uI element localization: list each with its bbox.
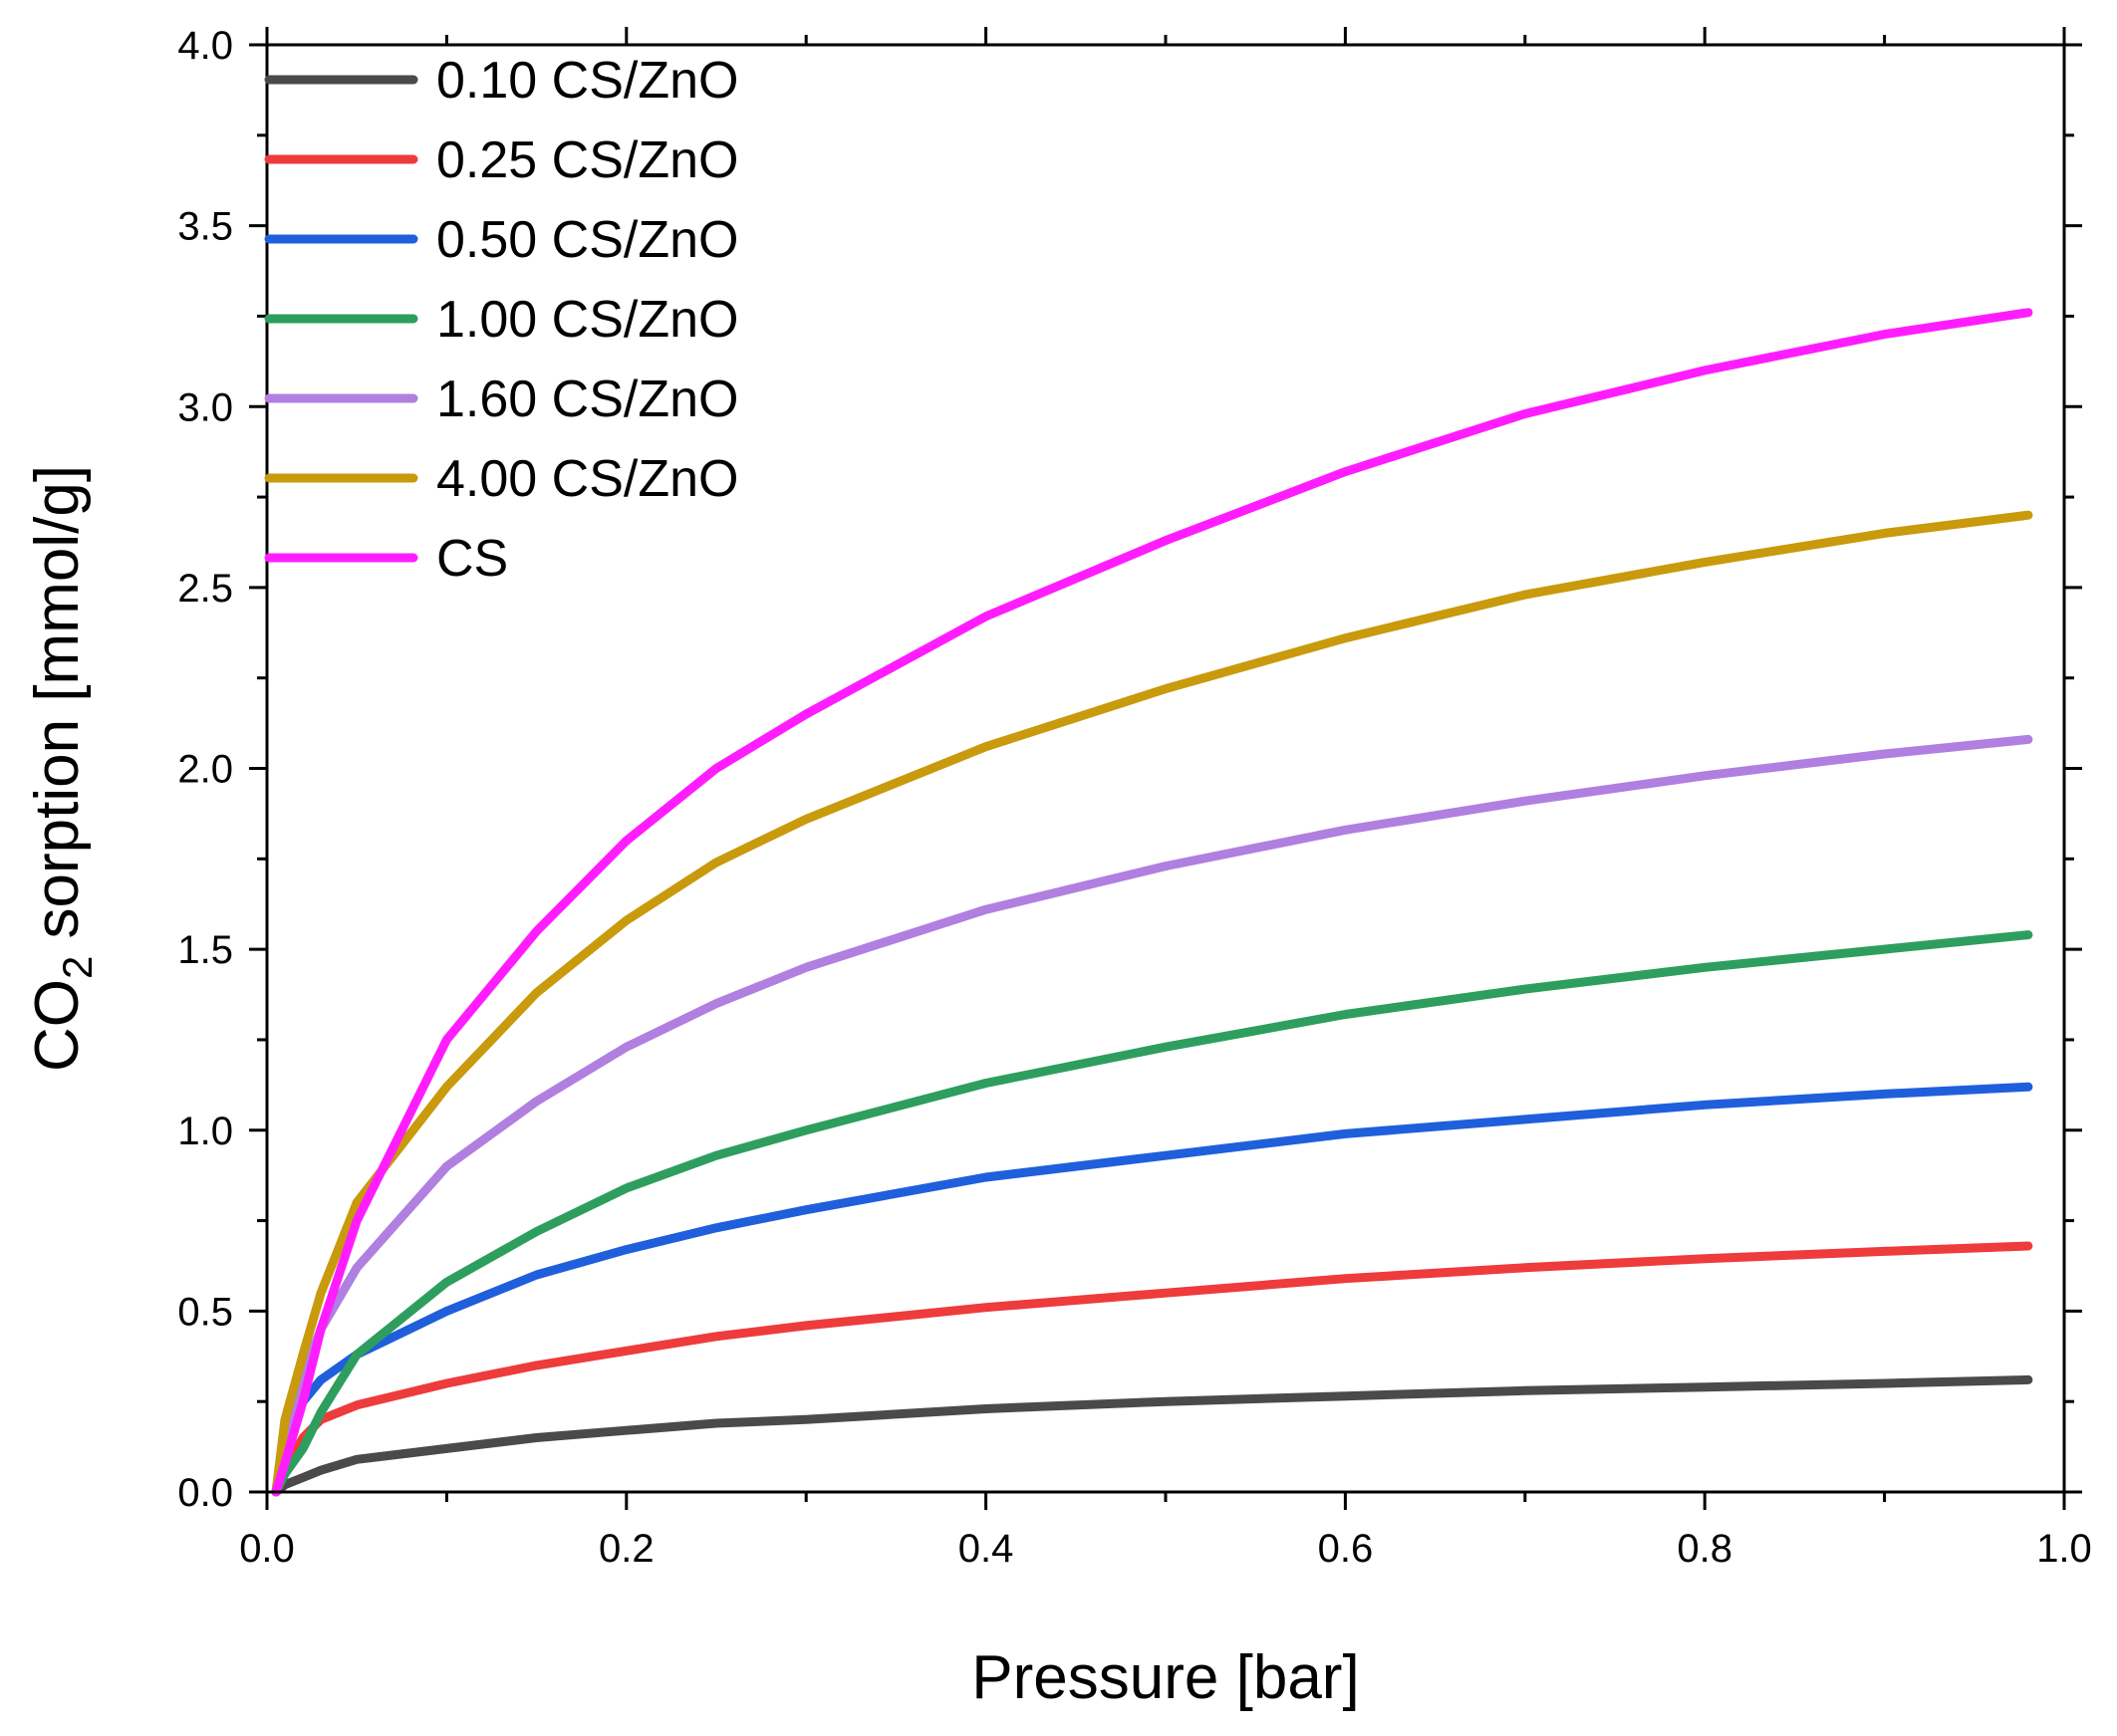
x-tick-label-1: 0.2 [599, 1527, 655, 1571]
y-tick-label-0: 0.0 [177, 1471, 233, 1515]
y-tick-label-7: 3.5 [177, 205, 233, 249]
series-line-0 [271, 1374, 2033, 1497]
series-line-2 [271, 1082, 2033, 1497]
series-layer [271, 308, 2033, 1497]
legend-label-1: 0.25 CS/ZnO [436, 131, 738, 189]
y-tick-label-2: 1.0 [177, 1110, 233, 1153]
legend-label-6: CS [436, 530, 508, 588]
y-tick-label-8: 4.0 [177, 24, 233, 68]
y-axis-title-subscript: 2 [54, 956, 101, 979]
legend-label-0: 0.10 CS/ZnO [436, 52, 738, 110]
y-axis-title: CO2 sorption [mmol/g] [23, 465, 101, 1072]
x-tick-label-4: 0.8 [1677, 1527, 1732, 1571]
series-line-6 [271, 308, 2033, 1497]
y-tick-label-1: 0.5 [177, 1290, 233, 1334]
series-line-3 [271, 930, 2033, 1497]
y-axis-title-rest: sorption [mmol/g] [23, 465, 92, 956]
x-tick-label-2: 0.4 [958, 1527, 1014, 1571]
y-tick-label-5: 2.5 [177, 567, 233, 611]
y-axis-title-main: CO [23, 979, 92, 1072]
ticks-layer: 0.0 0.2 0.4 0.6 0.8 1.0 0.0 0.5 1.0 1.5 2.0 2.5 3.0 3… [177, 24, 2091, 1571]
y-tick-label-3: 1.5 [177, 928, 233, 972]
legend-label-5: 4.00 CS/ZnO [436, 450, 738, 508]
legend-label-2: 0.50 CS/ZnO [436, 211, 738, 269]
y-tick-label-4: 2.0 [177, 748, 233, 792]
x-tick-label-5: 1.0 [2036, 1527, 2092, 1571]
x-axis-title: Pressure [bar] [971, 1643, 1359, 1712]
legend-label-3: 1.00 CS/ZnO [436, 291, 738, 349]
legend-label-4: 1.60 CS/ZnO [436, 371, 738, 428]
series-line-5 [271, 510, 2033, 1497]
x-tick-label-3: 0.6 [1318, 1527, 1374, 1571]
y-tick-label-6: 3.0 [177, 385, 233, 429]
legend: 0.10 CS/ZnO 0.25 CS/ZnO 0.50 CS/ZnO 1.00 CS… [264, 52, 738, 588]
x-tick-label-0: 0.0 [239, 1527, 295, 1571]
